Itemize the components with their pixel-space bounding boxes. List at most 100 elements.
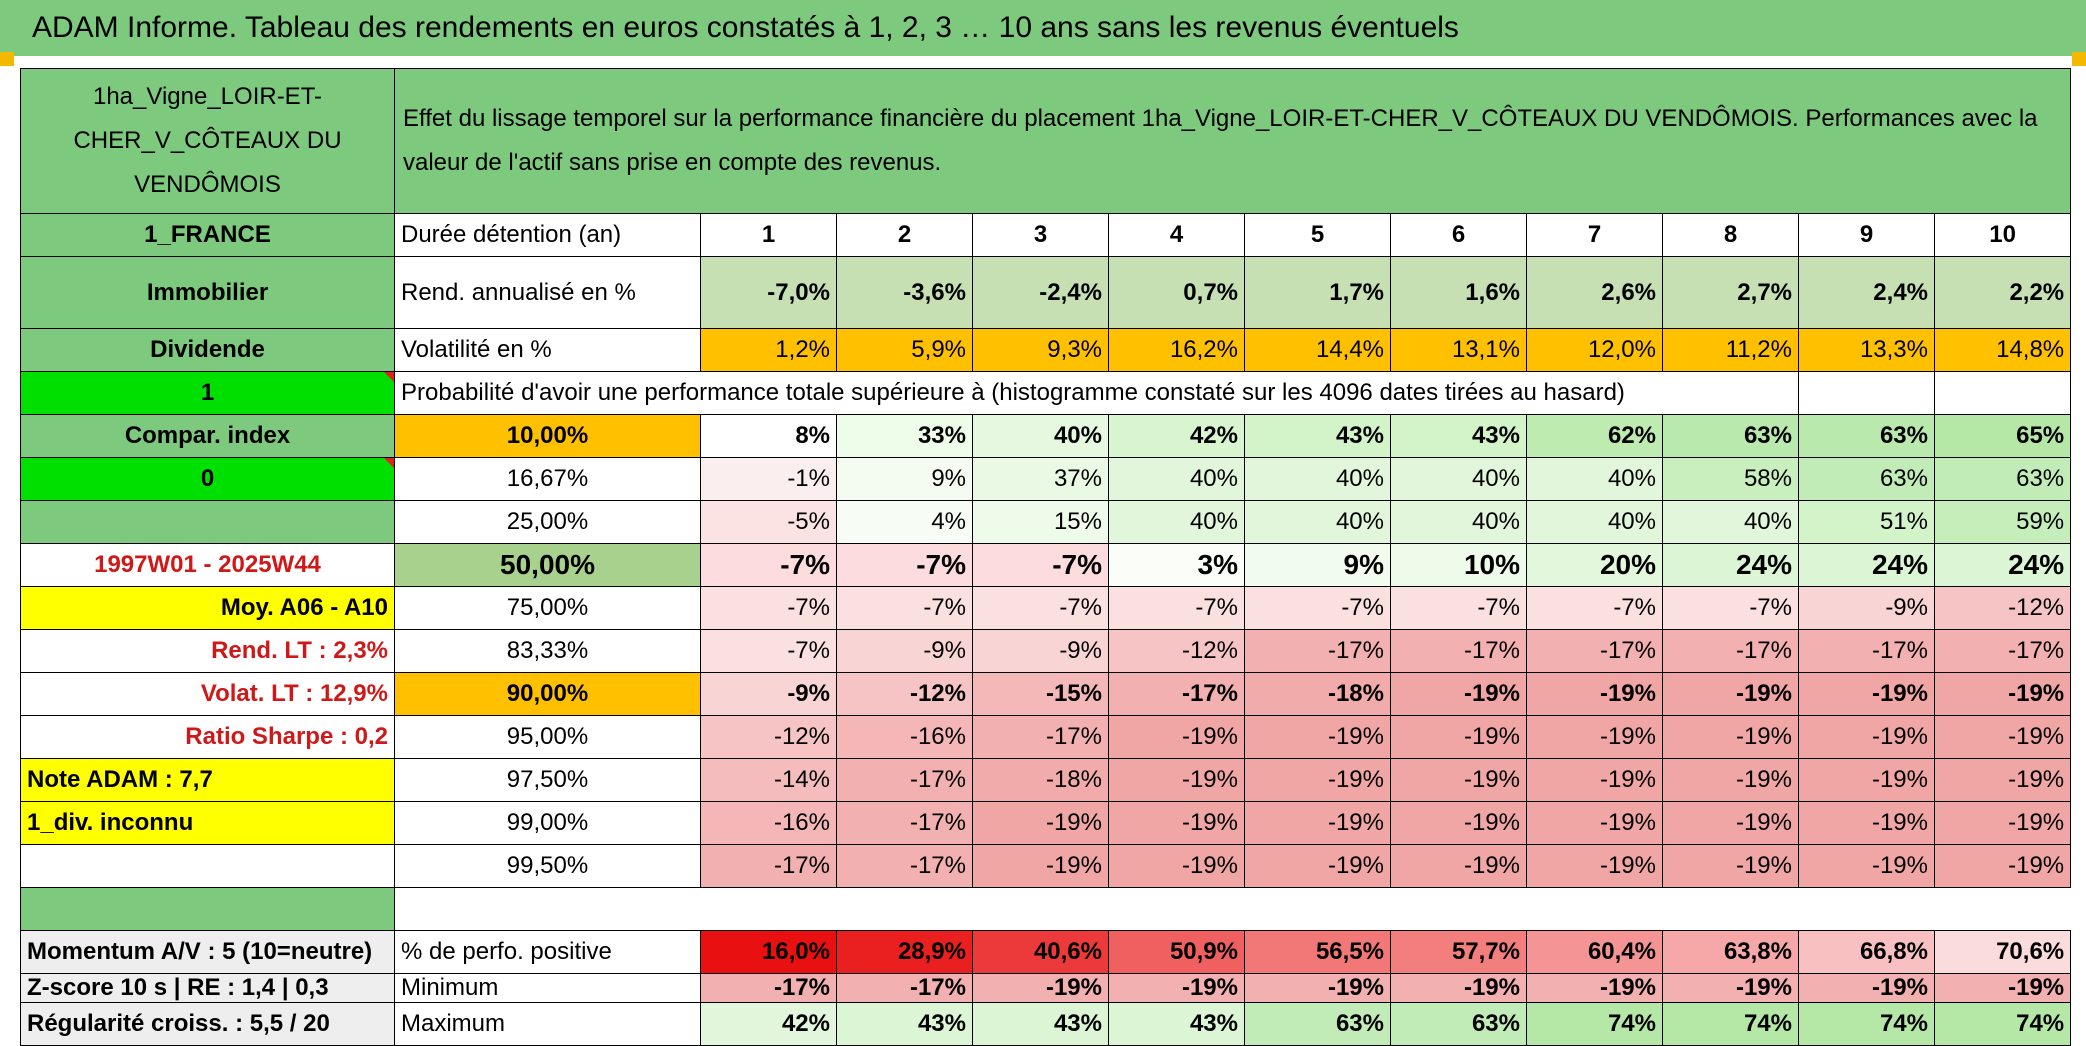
max-label: Maximum xyxy=(394,1002,701,1046)
option2-selector[interactable]: 0 xyxy=(20,457,395,501)
quantile-value: -19% xyxy=(1933,844,2072,888)
quantile-value: -17% xyxy=(700,844,837,888)
quantile-value: -19% xyxy=(1526,801,1663,845)
min-value: -19% xyxy=(1526,973,1663,1003)
quantile-value: -9% xyxy=(700,672,837,716)
year-header: 9 xyxy=(1798,213,1935,257)
quantile-value: 40% xyxy=(1108,457,1245,501)
max-value: 74% xyxy=(1798,1002,1935,1046)
quantile-value: -17% xyxy=(1108,672,1245,716)
quantile-value: -17% xyxy=(836,801,973,845)
rend-value: 2,7% xyxy=(1662,256,1799,329)
quantile-value: -9% xyxy=(836,629,973,673)
rend-value: 0,7% xyxy=(1108,256,1245,329)
option1-selector[interactable]: 1 xyxy=(20,371,395,415)
quantile-value: -12% xyxy=(1933,586,2072,630)
quantile-value: 58% xyxy=(1662,457,1799,501)
max-value: 63% xyxy=(1390,1002,1527,1046)
quantile-label: 75,00% xyxy=(394,586,701,630)
quantile-value: -7% xyxy=(836,543,973,587)
quantile-value: -7% xyxy=(1244,586,1391,630)
min-label: Minimum xyxy=(394,973,701,1003)
max-value: 43% xyxy=(836,1002,973,1046)
rend-value: 2,2% xyxy=(1933,256,2072,329)
quantile-value: -19% xyxy=(1390,715,1527,759)
pos-value: 57,7% xyxy=(1390,930,1527,974)
quantile-value: -19% xyxy=(1390,844,1527,888)
quantile-value: -17% xyxy=(836,844,973,888)
max-value: 43% xyxy=(972,1002,1109,1046)
quantile-value: 42% xyxy=(1108,414,1245,458)
vol-value: 14,8% xyxy=(1933,328,2072,372)
quantile-value: -19% xyxy=(1933,672,2072,716)
regularite-cell: Régularité croiss. : 5,5 / 20 xyxy=(20,1002,395,1046)
quantile-value: -18% xyxy=(1244,672,1391,716)
quantile-value: -7% xyxy=(700,629,837,673)
quantile-value: -7% xyxy=(1526,586,1663,630)
quantile-label: 83,33% xyxy=(394,629,701,673)
quantile-value: -7% xyxy=(1390,586,1527,630)
quantile-value: 40% xyxy=(972,414,1109,458)
quantile-value: -19% xyxy=(1798,801,1935,845)
quantile-value: -12% xyxy=(700,715,837,759)
header-description: Effet du lissage temporel sur la perform… xyxy=(393,68,2072,214)
min-value: -17% xyxy=(700,973,837,1003)
quantile-value: -5% xyxy=(700,500,837,544)
quantile-value: -19% xyxy=(1798,844,1935,888)
quantile-value: 63% xyxy=(1662,414,1799,458)
min-value: -19% xyxy=(1798,973,1935,1003)
rend-value: 2,6% xyxy=(1526,256,1663,329)
quantile-value: -12% xyxy=(1108,629,1245,673)
rend-label: Rend. annualisé en % xyxy=(394,256,701,329)
category-cell: Immobilier xyxy=(20,256,395,329)
quantile-value: -7% xyxy=(972,543,1109,587)
vol-value: 1,2% xyxy=(700,328,837,372)
quantile-value: 63% xyxy=(1933,457,2072,501)
quantile-value: 40% xyxy=(1244,457,1391,501)
min-value: -19% xyxy=(1933,973,2072,1003)
quantile-label: 50,00% xyxy=(394,543,701,587)
quantile-value: 15% xyxy=(972,500,1109,544)
empty-cell xyxy=(20,844,395,888)
quantile-value: -19% xyxy=(1526,715,1663,759)
quantile-value: -19% xyxy=(1662,801,1799,845)
country-cell: 1_FRANCE xyxy=(20,213,395,257)
quantile-value: 9% xyxy=(1244,543,1391,587)
pos-value: 50,9% xyxy=(1108,930,1245,974)
note-adam-cell: Note ADAM : 7,7 xyxy=(20,758,395,802)
performance-table: 1ha_Vigne_LOIR-ET-CHER_V_CÔTEAUX DU VEND… xyxy=(20,68,2072,1046)
sharpe-cell: Ratio Sharpe : 0,2 xyxy=(20,715,395,759)
empty-cell xyxy=(1798,371,1935,415)
quantile-value: 59% xyxy=(1933,500,2072,544)
quantile-value: 37% xyxy=(972,457,1109,501)
quantile-value: -19% xyxy=(1108,801,1245,845)
asset-name-cell: 1ha_Vigne_LOIR-ET-CHER_V_CÔTEAUX DU VEND… xyxy=(20,68,395,214)
quantile-label: 25,00% xyxy=(394,500,701,544)
spacer-green-cell xyxy=(20,887,395,931)
quantile-value: -9% xyxy=(1798,586,1935,630)
quantile-value: -14% xyxy=(700,758,837,802)
min-value: -19% xyxy=(1662,973,1799,1003)
momentum-cell: Momentum A/V : 5 (10=neutre) xyxy=(20,930,395,974)
max-value: 42% xyxy=(700,1002,837,1046)
quantile-label: 95,00% xyxy=(394,715,701,759)
pos-label: % de perfo. positive xyxy=(394,930,701,974)
quantile-value: 40% xyxy=(1662,500,1799,544)
rend-value: -2,4% xyxy=(972,256,1109,329)
quantile-value: -1% xyxy=(700,457,837,501)
quantile-value: -17% xyxy=(1390,629,1527,673)
max-value: 43% xyxy=(1108,1002,1245,1046)
quantile-value: -19% xyxy=(1933,758,2072,802)
quantile-value: -19% xyxy=(972,801,1109,845)
vol-value: 13,1% xyxy=(1390,328,1527,372)
report-title: ADAM Informe. Tableau des rendements en … xyxy=(0,0,2086,56)
year-header: 8 xyxy=(1662,213,1799,257)
vol-value: 13,3% xyxy=(1798,328,1935,372)
quantile-value: -7% xyxy=(836,586,973,630)
quantile-value: -17% xyxy=(1933,629,2072,673)
rend-value: -3,6% xyxy=(836,256,973,329)
max-value: 74% xyxy=(1933,1002,2072,1046)
quantile-value: 20% xyxy=(1526,543,1663,587)
year-header: 1 xyxy=(700,213,837,257)
quantile-value: 24% xyxy=(1798,543,1935,587)
